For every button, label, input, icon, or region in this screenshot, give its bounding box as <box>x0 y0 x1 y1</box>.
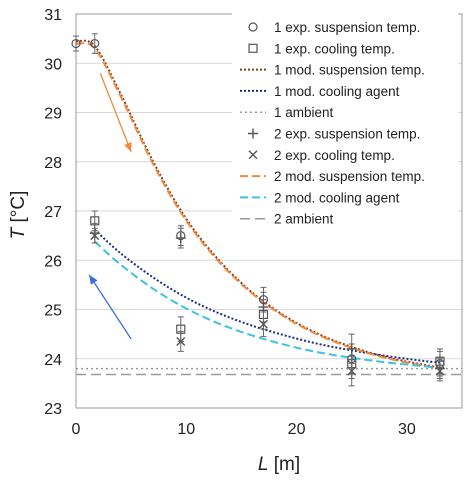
annotation-arrow-shaft <box>99 72 132 153</box>
data-point <box>176 337 186 347</box>
legend-label: 1 exp. suspension temp. <box>274 20 420 35</box>
data-point <box>435 366 445 376</box>
data-point <box>346 343 357 354</box>
x-tick-labels: 0 10 20 30 <box>72 421 416 438</box>
x-tick-label: 10 <box>177 421 195 438</box>
annotation-arrow-shaft <box>88 274 132 340</box>
y-tick-labels: 23 24 25 26 27 28 29 30 31 <box>44 7 62 418</box>
legend-label: 1 exp. cooling temp. <box>274 41 395 56</box>
y-tick-label: 26 <box>44 253 62 270</box>
x-axis-label: L [m] <box>258 454 300 475</box>
series-lines <box>75 39 462 376</box>
legend-label: 2 mod. suspension temp. <box>274 169 425 184</box>
y-tick-label: 23 <box>44 401 62 418</box>
legend-label: 2 ambient <box>274 212 334 227</box>
legend: 1 exp. suspension temp. 1 exp. cooling te… <box>232 13 458 232</box>
y-tick-label: 25 <box>44 303 62 320</box>
error-bar <box>91 33 98 54</box>
y-tick-label: 27 <box>44 204 62 221</box>
legend-label: 1 mod. cooling agent <box>274 84 400 99</box>
data-point <box>347 366 357 376</box>
series-line <box>75 42 441 370</box>
data-point <box>90 38 100 49</box>
x-tick-label: 20 <box>288 421 306 438</box>
data-point <box>258 302 269 313</box>
legend-swatch <box>248 128 258 139</box>
legend-label: 1 mod. suspension temp. <box>274 63 425 78</box>
legend-background <box>232 13 458 232</box>
y-axis-label-main: T <box>8 226 29 239</box>
y-tick-label: 24 <box>44 352 62 369</box>
legend-label: 1 ambient <box>274 105 334 120</box>
data-point <box>71 38 81 49</box>
data-point <box>258 319 268 329</box>
y-tick-label: 28 <box>44 155 62 172</box>
data-point <box>175 233 186 244</box>
x-axis-label-unit: [m] <box>268 454 300 475</box>
error-bar <box>73 35 79 52</box>
legend-label: 2 exp. cooling temp. <box>274 148 395 163</box>
series-line <box>94 228 441 364</box>
x-tick-label: 0 <box>72 421 81 438</box>
legend-label: 2 exp. suspension temp. <box>274 127 420 142</box>
x-axis-label-main: L <box>258 454 269 475</box>
x-tick-label: 30 <box>398 421 416 438</box>
y-axis-label: T [°C] <box>8 191 29 240</box>
series-markers <box>71 33 445 387</box>
series-line <box>75 39 441 369</box>
data-point <box>90 231 100 241</box>
annotation-arrows <box>88 72 132 340</box>
legend-label: 2 mod. cooling agent <box>274 190 400 205</box>
annotation-arrow-head <box>124 142 132 152</box>
y-tick-label: 31 <box>44 7 62 24</box>
legend-swatch <box>248 43 258 53</box>
y-tick-label: 30 <box>44 56 62 73</box>
y-tick-label: 29 <box>44 106 62 123</box>
legend-swatch <box>248 150 258 160</box>
legend-swatch <box>248 22 258 32</box>
y-axis-label-unit: [°C] <box>8 191 29 228</box>
annotation-arrow-head <box>89 275 98 285</box>
